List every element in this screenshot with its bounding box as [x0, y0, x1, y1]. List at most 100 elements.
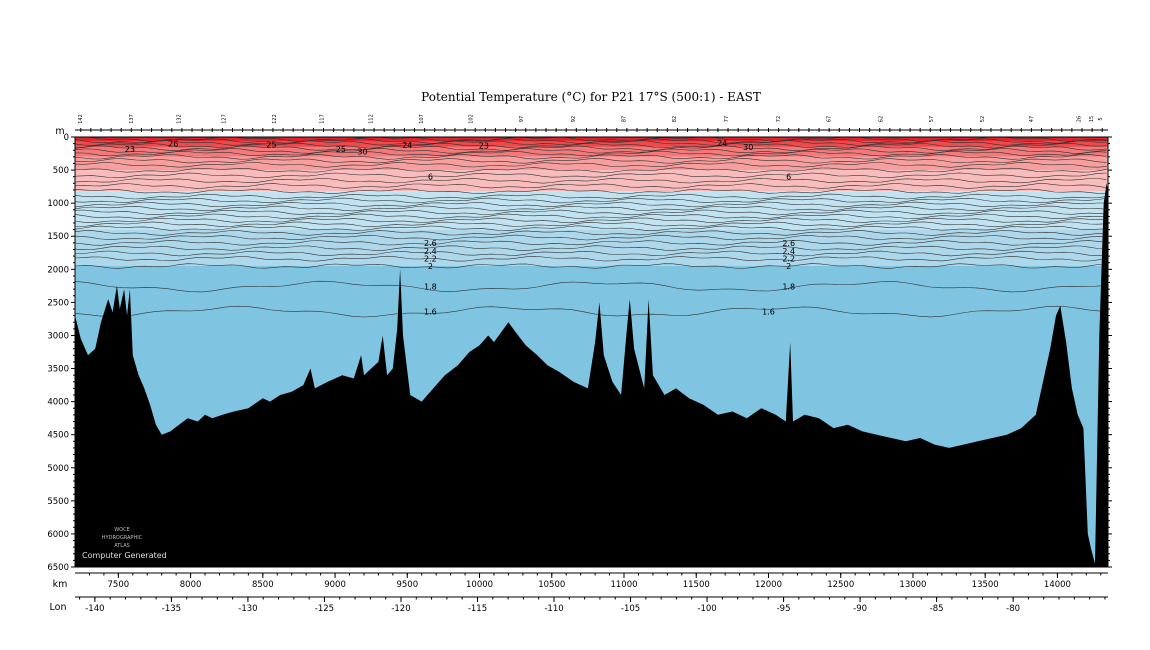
y-axis-unit: m: [55, 126, 64, 137]
isotherm-line: [75, 240, 1107, 246]
watermark-line2: HYDROGRAPHIC: [102, 535, 143, 541]
station-label: 142: [78, 114, 84, 124]
km-tick-label: 8000: [180, 580, 202, 590]
lon-tick-label: -140: [85, 604, 104, 614]
isotherm-line: [75, 167, 1107, 173]
lon-tick-label: -130: [238, 604, 257, 614]
y-tick-label: 6000: [47, 530, 69, 540]
km-tick-label: 13000: [899, 580, 926, 590]
contour-label: 2.2: [424, 255, 437, 264]
watermark-line1: WOCE: [114, 527, 130, 533]
contour-label: 2: [428, 262, 433, 271]
lon-tick-label: -90: [853, 604, 867, 614]
station-label: 72: [776, 116, 782, 122]
lon-tick-label: -110: [544, 604, 563, 614]
contour-label: 1.8: [782, 283, 795, 292]
station-label: 57: [929, 116, 935, 122]
km-tick-label: 7500: [108, 580, 130, 590]
contour-label: 2: [786, 262, 791, 271]
station-label: 67: [827, 116, 833, 122]
lon-tick-label: -80: [1006, 604, 1020, 614]
km-tick-label: 10500: [538, 580, 565, 590]
station-label: 97: [519, 116, 525, 122]
x-axis-unit: km: [53, 579, 68, 590]
km-tick-label: 10000: [466, 580, 493, 590]
km-tick-label: 9000: [324, 580, 346, 590]
isotherm-line: [75, 157, 1107, 164]
lon-tick-label: -115: [468, 604, 487, 614]
y-tick-label: 0: [64, 133, 69, 143]
y-tick-label: 4500: [47, 431, 69, 441]
station-label: 52: [980, 116, 986, 122]
isotherm-line: [75, 263, 1107, 269]
km-tick-label: 9500: [396, 580, 418, 590]
lon-tick-label: -125: [315, 604, 334, 614]
station-label: 77: [724, 116, 730, 122]
station-label: 102: [468, 114, 474, 124]
seafloor-bathymetry: [75, 183, 1108, 567]
contour-label: 23: [125, 145, 135, 154]
woce-watermark: WOCE HYDROGRAPHIC ATLAS Computer Generat…: [82, 527, 167, 560]
lon-tick-label: -100: [697, 604, 716, 614]
lon-tick-label: -85: [930, 604, 944, 614]
contour-label: 1.6: [424, 308, 437, 317]
isotherm-line: [75, 209, 1107, 216]
contour-label: 26: [168, 140, 178, 149]
chart-title: Potential Temperature (°C) for P21 17°S …: [421, 90, 761, 104]
y-tick-label: 5500: [47, 497, 69, 507]
isotherm-line: [75, 280, 1104, 293]
temperature-band: [75, 137, 1108, 141]
station-label: 62: [879, 116, 885, 122]
station-label: 47: [1029, 116, 1035, 122]
station-label: 132: [176, 114, 182, 124]
station-label: 26: [1077, 116, 1083, 122]
isotherm-line: [75, 217, 1107, 224]
contour-label: 2.4: [782, 247, 795, 256]
y-tick-label: 3500: [47, 365, 69, 375]
temperature-band: [75, 140, 1108, 147]
isotherm-line: [75, 225, 1107, 232]
contour-label: 1.8: [424, 283, 437, 292]
contour-label: 24: [717, 139, 727, 148]
y-tick-label: 4000: [47, 398, 69, 408]
isotherm-line: [75, 250, 1107, 257]
contour-label: 24: [402, 141, 412, 150]
isotherm-line: [75, 154, 1107, 160]
contour-label: 25: [336, 145, 346, 154]
isotherm-line: [75, 172, 1107, 179]
y-tick-label: 2500: [47, 298, 69, 308]
isotherm-line: [75, 201, 1107, 208]
lon-tick-label: -120: [391, 604, 410, 614]
isotherm-line: [75, 234, 1107, 241]
watermark-line3: ATLAS: [114, 543, 130, 549]
km-tick-label: 13500: [972, 580, 999, 590]
isotherm-line: [75, 205, 1107, 212]
watermark-line4: Computer Generated: [82, 551, 167, 560]
y-tick-label: 2000: [47, 265, 69, 275]
isotherm-line: [75, 188, 1107, 194]
contour-label: 30: [743, 143, 753, 152]
plot-frame: [74, 136, 1109, 568]
km-tick-label: 12000: [755, 580, 782, 590]
y-tick-label: 1500: [47, 232, 69, 242]
contour-label: 2.6: [424, 239, 437, 248]
isotherm-line: [75, 193, 1107, 200]
contour-label: 2.2: [782, 255, 795, 264]
isotherm-line: [75, 183, 1107, 189]
contour-label: 6: [428, 173, 433, 182]
km-tick-label: 8500: [252, 580, 274, 590]
isotherm-line: [75, 150, 1107, 157]
contour-label: 1.6: [762, 308, 775, 317]
y-tick-label: 6500: [47, 563, 69, 573]
lon-tick-label: -95: [777, 604, 791, 614]
isotherm-line: [75, 145, 1107, 152]
isotherm-line: [75, 140, 1107, 146]
lon-axis-label: Lon: [50, 602, 67, 613]
lon-tick-label: -135: [162, 604, 181, 614]
lon-tick-label: -105: [621, 604, 640, 614]
station-label: 117: [319, 114, 325, 124]
km-tick-label: 14000: [1044, 580, 1071, 590]
